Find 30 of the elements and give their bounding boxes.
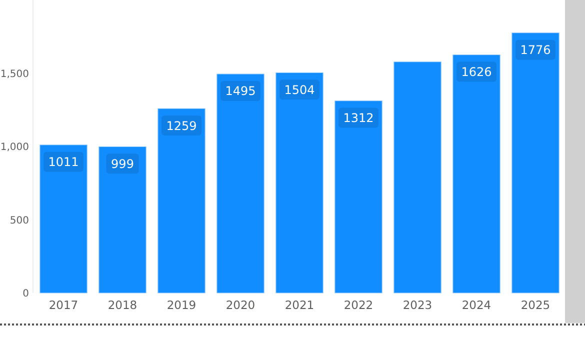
- y-tick-label: 1,000: [0, 142, 29, 153]
- x-tick-label: 2020: [226, 298, 256, 312]
- x-tick-label: 2022: [344, 298, 374, 312]
- x-tick-label: 2024: [462, 298, 492, 312]
- y-tick-label: 1,500: [0, 68, 29, 80]
- x-tick-label: 2021: [284, 298, 314, 312]
- bar: [452, 54, 500, 294]
- bar: [394, 62, 442, 294]
- y-tick-label: 500: [10, 215, 29, 226]
- bar: [98, 146, 146, 294]
- data-label: 1259: [166, 118, 197, 133]
- bar: [40, 144, 88, 294]
- data-label: 1504: [284, 82, 315, 97]
- data-label: 1011: [48, 155, 79, 170]
- bar: [158, 108, 206, 294]
- x-tick-label: 2025: [520, 298, 550, 312]
- data-label: 1776: [520, 43, 551, 58]
- bar: [512, 32, 560, 294]
- bar: [216, 74, 264, 294]
- bar: [276, 72, 324, 294]
- data-label: 999: [111, 156, 134, 171]
- x-tick-label: 2019: [166, 298, 196, 312]
- data-label: 1626: [461, 64, 492, 79]
- x-tick-label: 2023: [402, 298, 432, 312]
- y-tick-label: 0: [22, 288, 29, 300]
- data-label: 1495: [225, 84, 256, 98]
- x-tick-label: 2018: [108, 298, 138, 312]
- x-tick-label: 2017: [48, 298, 78, 312]
- data-label: 1312: [343, 110, 374, 125]
- bar: [334, 100, 382, 294]
